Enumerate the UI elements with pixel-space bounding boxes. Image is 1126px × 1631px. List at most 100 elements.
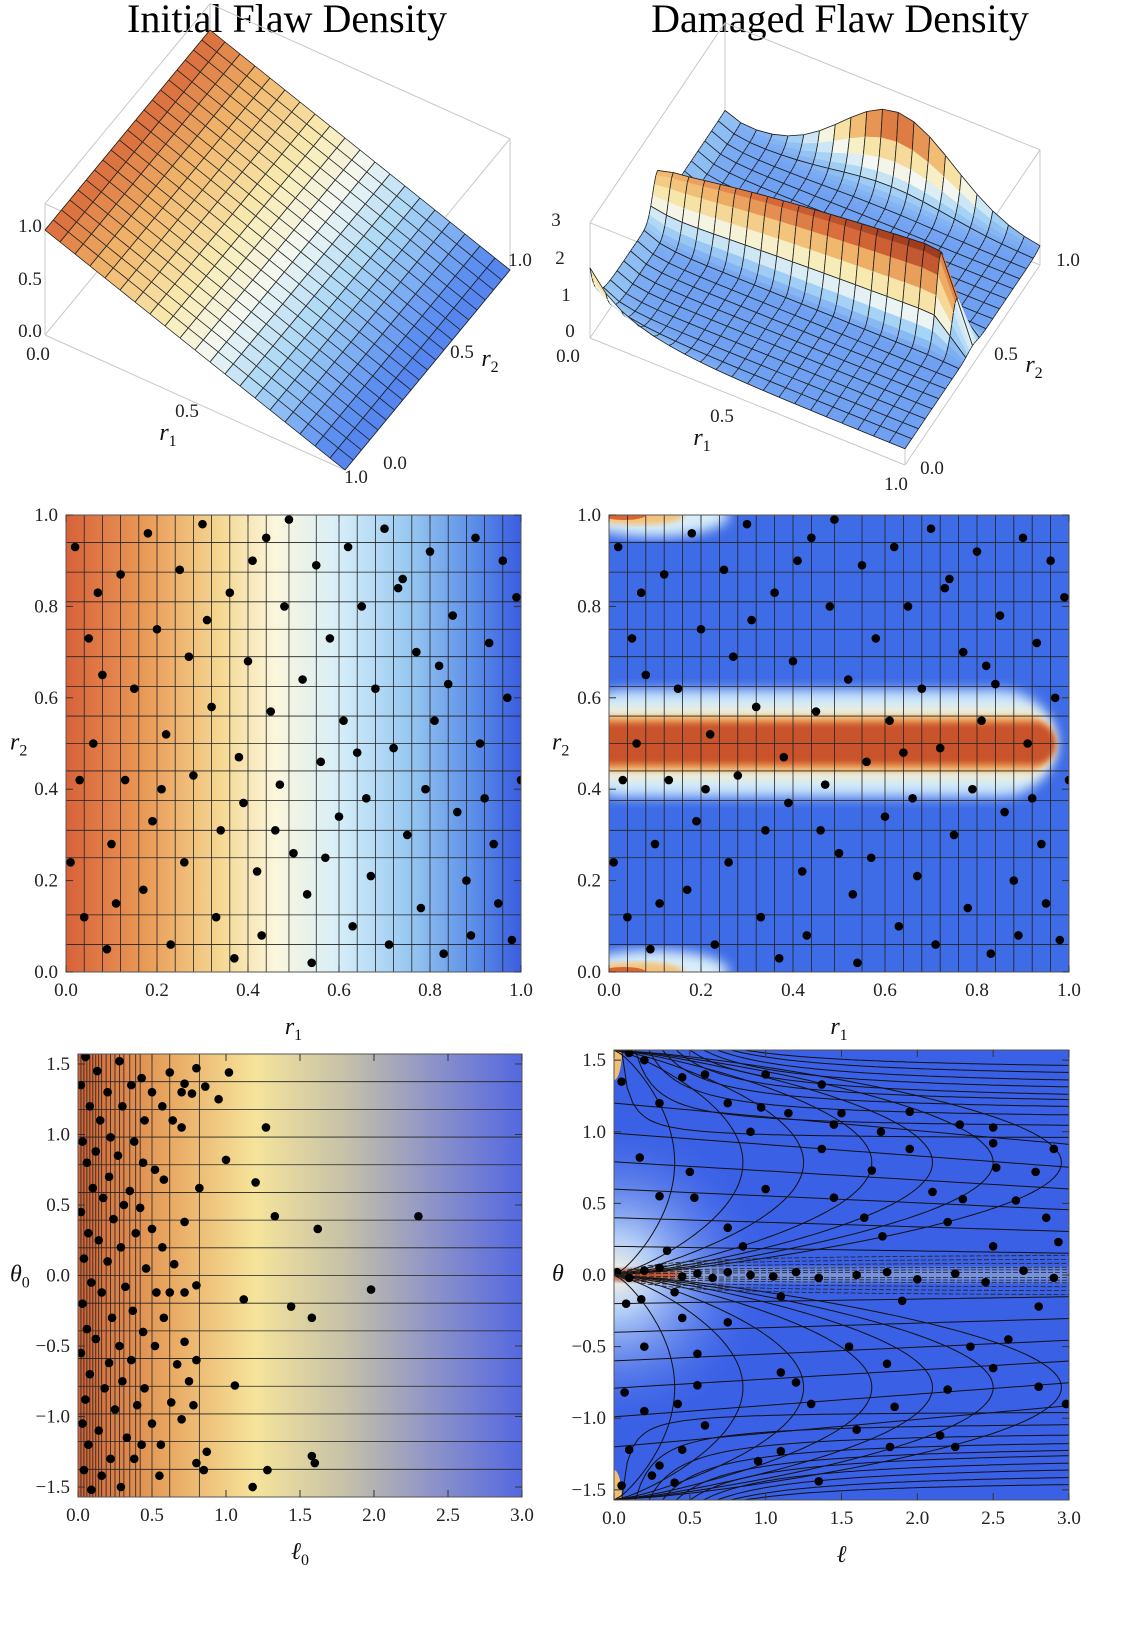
surface-mesh-line: [386, 237, 403, 251]
surface-mesh-line: [722, 110, 726, 114]
surface-mesh-line: [221, 95, 231, 107]
surface-mesh-line: [284, 89, 301, 103]
surface-mesh-line: [294, 369, 304, 381]
surface-mesh-line: [428, 337, 445, 351]
surface-mesh-line: [725, 143, 728, 147]
surface-mesh-line: [159, 261, 169, 273]
surface-mesh-line: [305, 295, 315, 307]
surface-mesh-line: [433, 231, 443, 243]
surface-mesh-line: [223, 73, 239, 87]
surface-mesh-line: [289, 325, 305, 339]
surface-mesh-line: [735, 128, 738, 132]
surface-mesh-line: [204, 297, 214, 309]
surface-mesh-line: [340, 223, 350, 235]
surface-mesh-line: [222, 245, 232, 257]
surface-mesh-line: [232, 203, 242, 215]
surface-mesh-line: [269, 77, 286, 91]
surface-mesh-line: [127, 129, 143, 143]
surface-mesh-line: [189, 285, 199, 297]
surface-mesh-line: [737, 125, 740, 129]
surface-mesh-line: [445, 317, 461, 331]
surface-mesh-line: [161, 239, 177, 253]
surface-mesh-line: [235, 289, 245, 301]
surface-mesh-line: [117, 171, 133, 185]
surface-mesh-line: [218, 169, 235, 183]
surface-mesh-line: [343, 159, 353, 171]
surface-mesh-line: [272, 335, 282, 347]
surface-mesh-line: [727, 143, 744, 154]
surface-mesh-line: [712, 125, 716, 129]
surface-mesh-line: [382, 323, 392, 335]
surface-mesh-line: [234, 321, 244, 333]
surface-mesh-line: [342, 341, 352, 353]
surface-mesh-line: [383, 301, 400, 315]
surface-mesh-line: [226, 341, 242, 355]
surface-mesh-line: [381, 183, 397, 197]
surface-mesh-line: [59, 241, 76, 255]
surface-mesh-line: [107, 203, 117, 215]
surface-mesh-line: [214, 255, 224, 267]
surface-mesh-line: [293, 219, 303, 231]
bounding-box-edge: [589, 22, 726, 224]
surface-mesh-line: [222, 255, 238, 269]
surface-mesh-line: [194, 339, 204, 351]
surface-mesh-line: [375, 301, 385, 313]
surface-mesh-line: [137, 227, 147, 239]
surface-mesh-line: [109, 181, 125, 195]
surface-mesh-line: [349, 363, 359, 375]
surface-mesh-line: [260, 119, 276, 133]
surface-mesh-line: [185, 59, 201, 73]
surface-mesh-line: [238, 85, 254, 99]
surface-mesh-line: [365, 343, 375, 355]
surface-mesh-line: [187, 317, 197, 329]
axis-tick-label: 0.5: [450, 342, 474, 363]
surface-mesh-line: [116, 203, 132, 217]
surface-mesh-line: [296, 347, 312, 361]
surface-mesh-line: [702, 140, 706, 144]
surface-mesh-line: [316, 403, 326, 415]
surface-mesh-line: [273, 153, 283, 165]
surface-mesh-line: [127, 119, 137, 131]
surface-mesh-line: [428, 327, 438, 339]
surface-mesh-line: [378, 237, 388, 249]
surface-mesh-line: [313, 145, 329, 159]
surface-mesh-line: [379, 387, 389, 399]
surface-mesh-line: [310, 199, 320, 211]
surface-mesh-line: [396, 185, 406, 197]
surface-mesh-line: [235, 149, 251, 163]
surface-mesh-line: [158, 303, 174, 317]
surface-mesh-line: [318, 189, 328, 201]
surface-mesh-line: [749, 142, 766, 150]
surface-mesh-line: [330, 275, 346, 289]
surface-mesh-line: [401, 239, 411, 251]
surface-mesh-line: [695, 150, 699, 154]
surface-mesh-line: [348, 213, 358, 225]
surface-mesh-line: [154, 217, 170, 231]
surface-mesh-line: [181, 305, 197, 319]
surface-mesh-line: [176, 59, 186, 71]
surface-mesh-line: [398, 313, 415, 327]
surface-mesh-line: [321, 135, 337, 149]
surface-mesh-line: [337, 297, 353, 311]
surface-mesh-line: [158, 121, 175, 135]
surface-mesh-line: [99, 223, 115, 237]
surface-mesh-line: [368, 279, 378, 291]
surface-mesh-line: [282, 303, 298, 317]
surface-mesh-line: [453, 297, 463, 309]
surface-mesh-line: [142, 141, 158, 155]
surface-mesh-line: [404, 367, 420, 381]
surface-mesh-line: [307, 263, 317, 275]
surface-mesh-line: [733, 133, 750, 143]
surface-mesh-line: [144, 259, 160, 273]
surface-mesh-line: [765, 145, 768, 150]
surface-mesh-line: [159, 271, 175, 285]
surface-mesh-line: [200, 221, 217, 235]
surface-mesh-line: [119, 289, 136, 303]
surface-mesh-line: [230, 95, 246, 109]
surface-mesh-line: [214, 265, 230, 279]
surface-mesh-line: [254, 387, 264, 399]
surface-mesh-line: [217, 191, 227, 203]
surface-mesh-line: [260, 269, 277, 283]
surface-mesh-line: [706, 135, 709, 139]
surface-mesh-line: [102, 149, 112, 161]
